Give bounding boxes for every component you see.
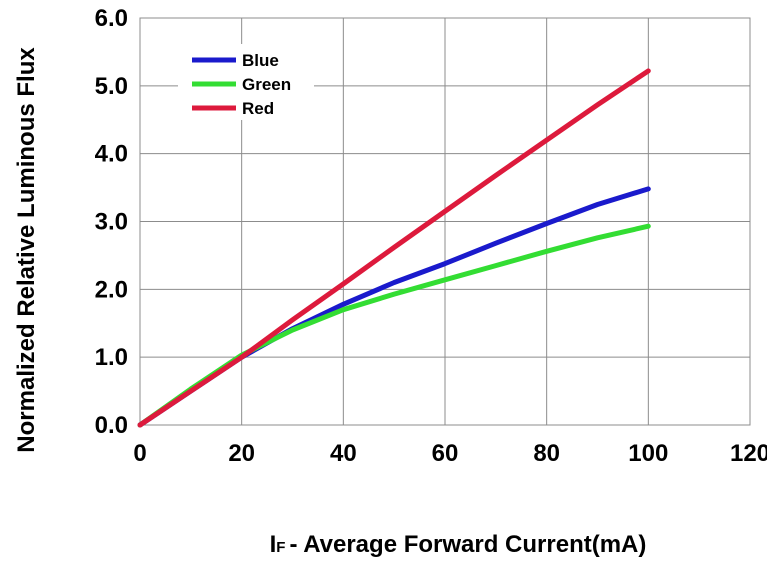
y-tick-label: 1.0 bbox=[95, 344, 128, 371]
x-tick-label: 120 bbox=[730, 440, 767, 467]
x-tick-label: 60 bbox=[432, 440, 459, 467]
series-lines bbox=[137, 68, 651, 428]
legend-label-green: Green bbox=[242, 75, 291, 94]
series-line-red bbox=[137, 68, 651, 428]
x-tick-label: 40 bbox=[330, 440, 357, 467]
x-tick-label: 20 bbox=[228, 440, 255, 467]
x-tick-label: 0 bbox=[133, 440, 146, 467]
y-axis-title: Normalized Relative Luminous Flux bbox=[13, 47, 40, 453]
y-tick-label: 5.0 bbox=[95, 73, 128, 100]
x-axis-title-text: - Average Forward Current(mA) bbox=[289, 531, 646, 558]
y-tick-label: 3.0 bbox=[95, 209, 128, 236]
y-tick-label: 2.0 bbox=[95, 276, 128, 303]
y-tick-label: 4.0 bbox=[95, 141, 128, 168]
x-tick-label: 80 bbox=[533, 440, 560, 467]
x-tick-label: 100 bbox=[628, 440, 668, 467]
plot-frame bbox=[139, 17, 751, 426]
y-tick-label: 0.0 bbox=[95, 412, 128, 439]
y-tick-label: 6.0 bbox=[95, 5, 128, 32]
x-axis-title-symbol: I bbox=[270, 531, 277, 558]
x-axis-title: IF - Average Forward Current(mA) bbox=[270, 531, 647, 558]
legend-label-blue: Blue bbox=[242, 51, 279, 70]
legend: Blue Green Red bbox=[178, 44, 314, 120]
series-line-blue bbox=[137, 186, 651, 428]
tick-labels: 0 20 40 60 80 100 120 0.0 1.0 2.0 3.0 4.0 5.0 6.0 bbox=[95, 5, 767, 467]
series-line-green bbox=[137, 223, 651, 428]
x-axis-title-subscript: F bbox=[276, 539, 285, 556]
legend-label-red: Red bbox=[242, 99, 274, 118]
